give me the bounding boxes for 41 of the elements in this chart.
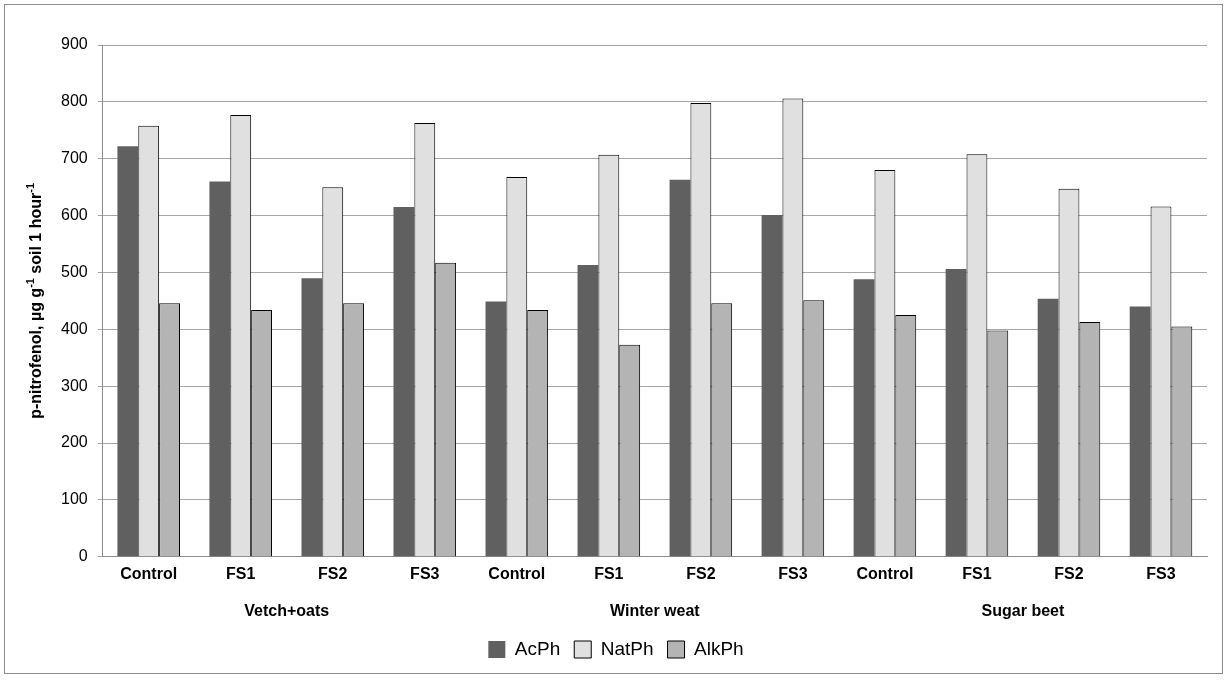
x-tick-label: FS3 bbox=[410, 564, 440, 582]
x-tick-label: Control bbox=[856, 564, 914, 582]
y-tick-label: 100 bbox=[60, 490, 88, 508]
bar bbox=[485, 301, 507, 557]
bar bbox=[853, 279, 875, 557]
y-tick-label: 500 bbox=[60, 262, 88, 280]
bar bbox=[393, 207, 415, 557]
x-tick-label: FS1 bbox=[962, 564, 992, 582]
x-tick-label: FS2 bbox=[1054, 564, 1084, 582]
y-tick-label: 700 bbox=[60, 149, 88, 167]
x-tick-label: Control bbox=[120, 564, 178, 582]
legend-label: AcPh bbox=[514, 637, 561, 659]
y-tick-label: 300 bbox=[60, 376, 88, 394]
y-tick-label: 400 bbox=[60, 319, 88, 337]
bar bbox=[301, 278, 323, 557]
bar bbox=[1129, 306, 1151, 557]
text: Sugar beet bbox=[981, 602, 1065, 620]
x-tick-label: Control bbox=[488, 564, 546, 582]
bar bbox=[577, 265, 599, 557]
y-tick-label: 0 bbox=[78, 547, 88, 565]
y-tick-label: 900 bbox=[60, 35, 88, 53]
x-tick-label: FS3 bbox=[778, 564, 808, 582]
x-tick-label: FS3 bbox=[1146, 564, 1176, 582]
y-tick-label: 600 bbox=[60, 206, 88, 224]
y-tick-label: 800 bbox=[60, 92, 88, 110]
legend-label: NatPh bbox=[600, 637, 654, 659]
y-axis-title: p-nitrofenol, µg g-1 soil 1 hour-1 bbox=[24, 182, 45, 419]
x-tick-label: FS1 bbox=[594, 564, 624, 582]
y-tick-label: 200 bbox=[60, 433, 88, 451]
bar bbox=[669, 179, 691, 557]
bar bbox=[1037, 298, 1059, 557]
bar bbox=[761, 215, 783, 557]
text: Vetch+oats bbox=[244, 602, 330, 620]
bar bbox=[209, 181, 231, 557]
x-tick-label: FS2 bbox=[686, 564, 716, 582]
x-tick-label: FS2 bbox=[318, 564, 348, 582]
legend-label: AlkPh bbox=[694, 637, 744, 659]
bar bbox=[117, 146, 139, 557]
bar bbox=[945, 269, 967, 557]
x-tick-label: FS1 bbox=[226, 564, 256, 582]
text: Winter weat bbox=[610, 602, 701, 620]
